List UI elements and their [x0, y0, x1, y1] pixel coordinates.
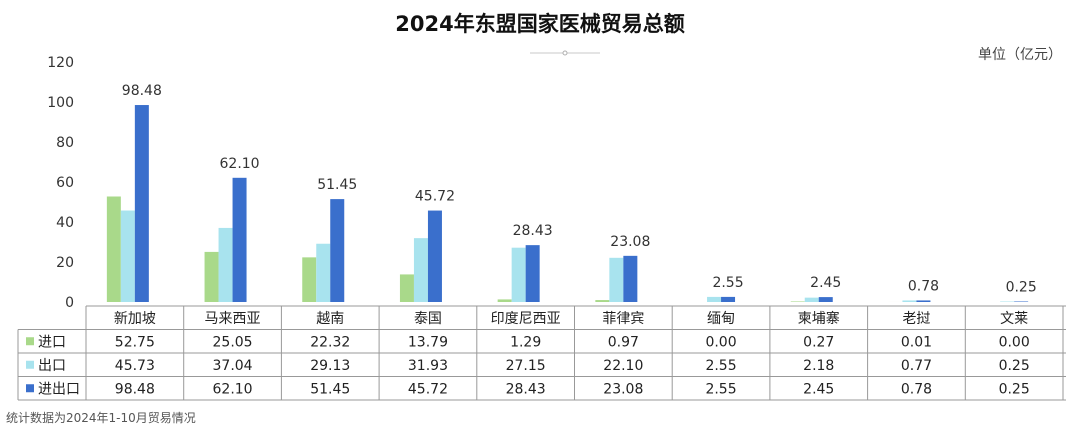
table-cell: 2.55: [705, 381, 736, 397]
bar-total: [916, 300, 931, 302]
data-label-total: 23.08: [610, 234, 650, 250]
data-label-total: 28.43: [513, 223, 553, 239]
table-cell: 0.77: [901, 358, 932, 374]
table-cell: 25.05: [213, 334, 253, 350]
table-cell: 0.25: [999, 381, 1030, 397]
table-cell: 62.10: [213, 381, 253, 397]
y-tick-label: 100: [47, 95, 74, 111]
bar-export: [218, 227, 233, 302]
bar-import: [106, 196, 121, 302]
y-tick-label: 80: [56, 135, 74, 151]
bar-import: [399, 274, 414, 302]
table-cell: 2.18: [803, 358, 834, 374]
bar-import: [595, 300, 610, 302]
table-cell: 98.48: [115, 381, 155, 397]
table-cell: 13.79: [408, 334, 448, 350]
bar-total: [134, 105, 149, 302]
table-cell: 52.75: [115, 334, 155, 350]
bar-export: [804, 297, 819, 302]
table-cell: 0.78: [901, 381, 932, 397]
table-cell: 27.15: [506, 358, 546, 374]
legend-label: 进出口: [38, 381, 80, 397]
bar-total: [232, 177, 247, 302]
bar-export: [120, 210, 135, 302]
bar-export: [902, 300, 917, 302]
y-tick-label: 20: [56, 255, 74, 271]
legend-label: 进口: [38, 334, 66, 350]
bar-export: [609, 257, 624, 302]
unit-label: 单位（亿元）: [978, 47, 1062, 63]
table-cell: 45.73: [115, 358, 155, 374]
y-tick-label: 60: [56, 175, 74, 191]
table-cell: 2.55: [705, 358, 736, 374]
table-cell: 0.00: [705, 334, 736, 350]
bar-import: [790, 301, 805, 302]
bar-export: [707, 296, 722, 302]
table-cell: 51.45: [310, 381, 350, 397]
y-tick-label: 120: [47, 55, 74, 71]
legend-swatch: [26, 360, 34, 369]
y-tick-label: 0: [65, 295, 74, 311]
chart-title: 2024年东盟国家医械贸易总额: [395, 12, 685, 36]
table-cell: 2.45: [803, 381, 834, 397]
bar-total: [525, 245, 540, 302]
x-tick-label: 马来西亚: [205, 311, 261, 327]
bar-export: [1000, 301, 1015, 302]
bar-total: [623, 255, 638, 302]
legend-swatch: [26, 384, 34, 393]
table-cell: 0.00: [999, 334, 1030, 350]
bar-export: [316, 243, 331, 302]
x-tick-label: 柬埔寨: [798, 310, 840, 327]
data-label-total: 2.45: [810, 275, 841, 291]
table-cell: 29.13: [310, 358, 350, 374]
y-tick-label: 40: [56, 215, 74, 231]
x-tick-label: 缅甸: [707, 311, 735, 327]
bar-import: [302, 257, 317, 302]
legend-label: 出口: [38, 358, 66, 374]
data-label-total: 0.25: [1006, 280, 1037, 296]
x-tick-label: 菲律宾: [602, 311, 644, 327]
bar-total: [330, 199, 345, 302]
x-tick-label: 文莱: [1000, 311, 1028, 327]
table-cell: 23.08: [603, 381, 643, 397]
table-cell: 22.32: [310, 334, 350, 350]
footnote: 统计数据为2024年1-10月贸易情况: [6, 411, 196, 425]
bar-export: [511, 247, 526, 302]
table-cell: 0.27: [803, 334, 834, 350]
legend-swatch: [26, 337, 34, 346]
table-cell: 45.72: [408, 381, 448, 397]
table-cell: 0.97: [608, 334, 639, 350]
table-cell: 31.93: [408, 358, 448, 374]
data-label-total: 45.72: [415, 189, 455, 205]
bar-export: [413, 238, 428, 302]
table-cell: 0.01: [901, 334, 932, 350]
bar-total: [721, 296, 736, 302]
table-cell: 0.25: [999, 358, 1030, 374]
x-tick-label: 印度尼西亚: [491, 311, 561, 327]
table-cell: 28.43: [506, 381, 546, 397]
x-tick-label: 泰国: [414, 311, 442, 327]
bar-import: [497, 299, 512, 302]
x-tick-label: 越南: [316, 311, 344, 327]
title-divider: [530, 50, 600, 56]
bar-chart: 0 20 40 60 80 100 120 98.48 62.10 51.45 45.72 28.43…: [17, 55, 1066, 401]
data-label-total: 2.55: [712, 275, 743, 291]
data-label-total: 98.48: [122, 83, 162, 99]
bar-total: [1014, 301, 1029, 302]
data-label-total: 0.78: [908, 278, 939, 294]
table-cell: 37.04: [213, 358, 253, 374]
x-tick-label: 老挝: [902, 311, 930, 327]
x-tick-label: 新加坡: [114, 311, 156, 327]
table-cell: 1.29: [510, 334, 541, 350]
data-label-total: 51.45: [317, 177, 357, 193]
bar-total: [818, 297, 833, 302]
data-label-total: 62.10: [220, 156, 260, 172]
bar-total: [427, 210, 442, 302]
bar-import: [204, 251, 219, 302]
table-cell: 22.10: [603, 358, 643, 374]
